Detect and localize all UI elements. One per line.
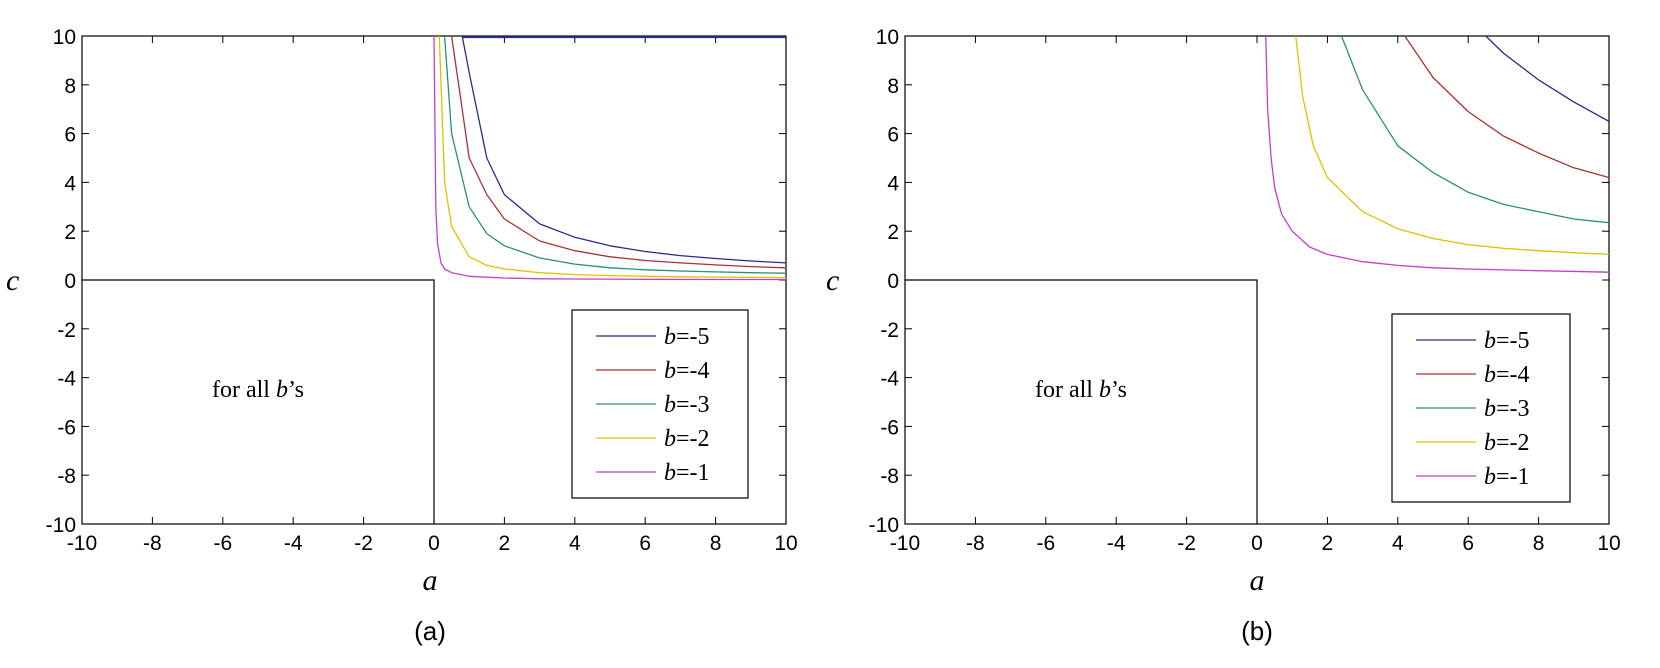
- legend-entry: b=-1: [1484, 464, 1530, 490]
- y-axis-label: c: [6, 264, 19, 297]
- y-tick-label: 2: [887, 221, 899, 244]
- x-tick-label: -2: [354, 532, 373, 555]
- x-tick-label: 4: [1392, 532, 1404, 555]
- x-axis-label: a: [423, 564, 438, 597]
- chart-panel-b: -10 -8 -6 -4 -2 0 2 4 6 8 10 -10 -8 -6 -4 -2 0 2 4 6 8 10 a c (b…: [826, 26, 1621, 646]
- region-boundary: [905, 279, 1258, 524]
- legend-entry: b=-2: [1484, 430, 1530, 456]
- legend-entry: b=-4: [664, 358, 710, 384]
- y-tick-label: 0: [887, 270, 899, 293]
- panel-caption: (a): [414, 616, 446, 646]
- y-tick-label: -6: [57, 416, 76, 439]
- y-tick-label: 10: [876, 26, 899, 49]
- y-tick-label: -8: [880, 465, 899, 488]
- y-tick-label: -2: [880, 319, 899, 342]
- legend-entry: b=-3: [664, 392, 710, 418]
- region-annotation: for all b’s: [212, 377, 304, 403]
- series-line-b-3: [1340, 36, 1609, 224]
- legend-entry: b=-3: [1484, 396, 1530, 422]
- y-tick-label: -4: [57, 368, 76, 391]
- x-tick-label: -2: [1177, 532, 1196, 555]
- y-tick-label: 8: [64, 75, 76, 98]
- legend-entry: b=-5: [1484, 328, 1530, 354]
- x-axis-label: a: [1250, 564, 1265, 597]
- x-tick-label: 6: [1462, 532, 1474, 555]
- y-tick-label: 6: [887, 124, 899, 147]
- x-tick-label: -6: [213, 532, 232, 555]
- series-line-b-1: [1265, 36, 1609, 273]
- y-tick-label: -6: [880, 416, 899, 439]
- region-annotation: for all b’s: [1035, 377, 1127, 403]
- y-tick-label: -8: [57, 465, 76, 488]
- x-tick-label: 2: [499, 532, 511, 555]
- x-tick-label: 8: [710, 532, 722, 555]
- legend-entry: b=-2: [664, 426, 710, 452]
- x-tick-label: -8: [143, 532, 162, 555]
- series-line-b-2: [1295, 36, 1609, 256]
- y-axis-label: c: [826, 264, 839, 297]
- x-tick-label: 4: [569, 532, 581, 555]
- legend-entry: b=-4: [1484, 362, 1530, 388]
- x-tick-label: -10: [67, 532, 97, 555]
- y-tick-label: -10: [46, 514, 76, 537]
- series-line-b-5: [461, 36, 786, 264]
- series-line-b-1: [433, 36, 786, 281]
- series-line-b-3: [443, 36, 786, 274]
- y-tick-label: 10: [53, 26, 76, 49]
- x-tick-label: -8: [966, 532, 985, 555]
- y-tick-label: 8: [887, 75, 899, 98]
- legend: b=-5 b=-4 b=-3 b=-2 b=-1: [571, 309, 749, 499]
- y-tick-label: 2: [64, 221, 76, 244]
- x-tick-label: 6: [639, 532, 651, 555]
- legend-entry: b=-5: [664, 324, 710, 350]
- series-line-b-4: [1404, 36, 1609, 179]
- legend-entry: b=-1: [664, 460, 710, 486]
- series-line-b-4: [450, 36, 786, 269]
- region-boundary: [82, 279, 435, 524]
- x-tick-label: 2: [1322, 532, 1334, 555]
- x-tick-label: -4: [1107, 532, 1126, 555]
- chart-panel-a: -10 -8 -6 -4 -2 0 2 4 6 8 10 -10 -8 -6 -4 -2 0 2 4 6 8 10 a c (a…: [6, 26, 798, 646]
- series-line-b-5: [1485, 36, 1609, 122]
- y-tick-label: -2: [57, 319, 76, 342]
- x-tick-label: 0: [1251, 532, 1263, 555]
- series-line-b-2: [438, 36, 786, 279]
- x-tick-label: -4: [284, 532, 303, 555]
- y-tick-label: -10: [869, 514, 899, 537]
- y-tick-label: 6: [64, 124, 76, 147]
- y-tick-label: -4: [880, 368, 899, 391]
- x-tick-label: 10: [774, 532, 797, 555]
- x-tick-label: 0: [428, 532, 440, 555]
- y-tick-label: 0: [64, 270, 76, 293]
- panel-caption: (b): [1241, 616, 1273, 646]
- y-tick-label: 4: [887, 172, 899, 195]
- y-tick-label: 4: [64, 172, 76, 195]
- x-tick-label: -6: [1036, 532, 1055, 555]
- x-tick-label: -10: [890, 532, 920, 555]
- x-tick-label: 10: [1597, 532, 1620, 555]
- legend: b=-5 b=-4 b=-3 b=-2 b=-1: [1391, 313, 1571, 503]
- x-tick-label: 8: [1533, 532, 1545, 555]
